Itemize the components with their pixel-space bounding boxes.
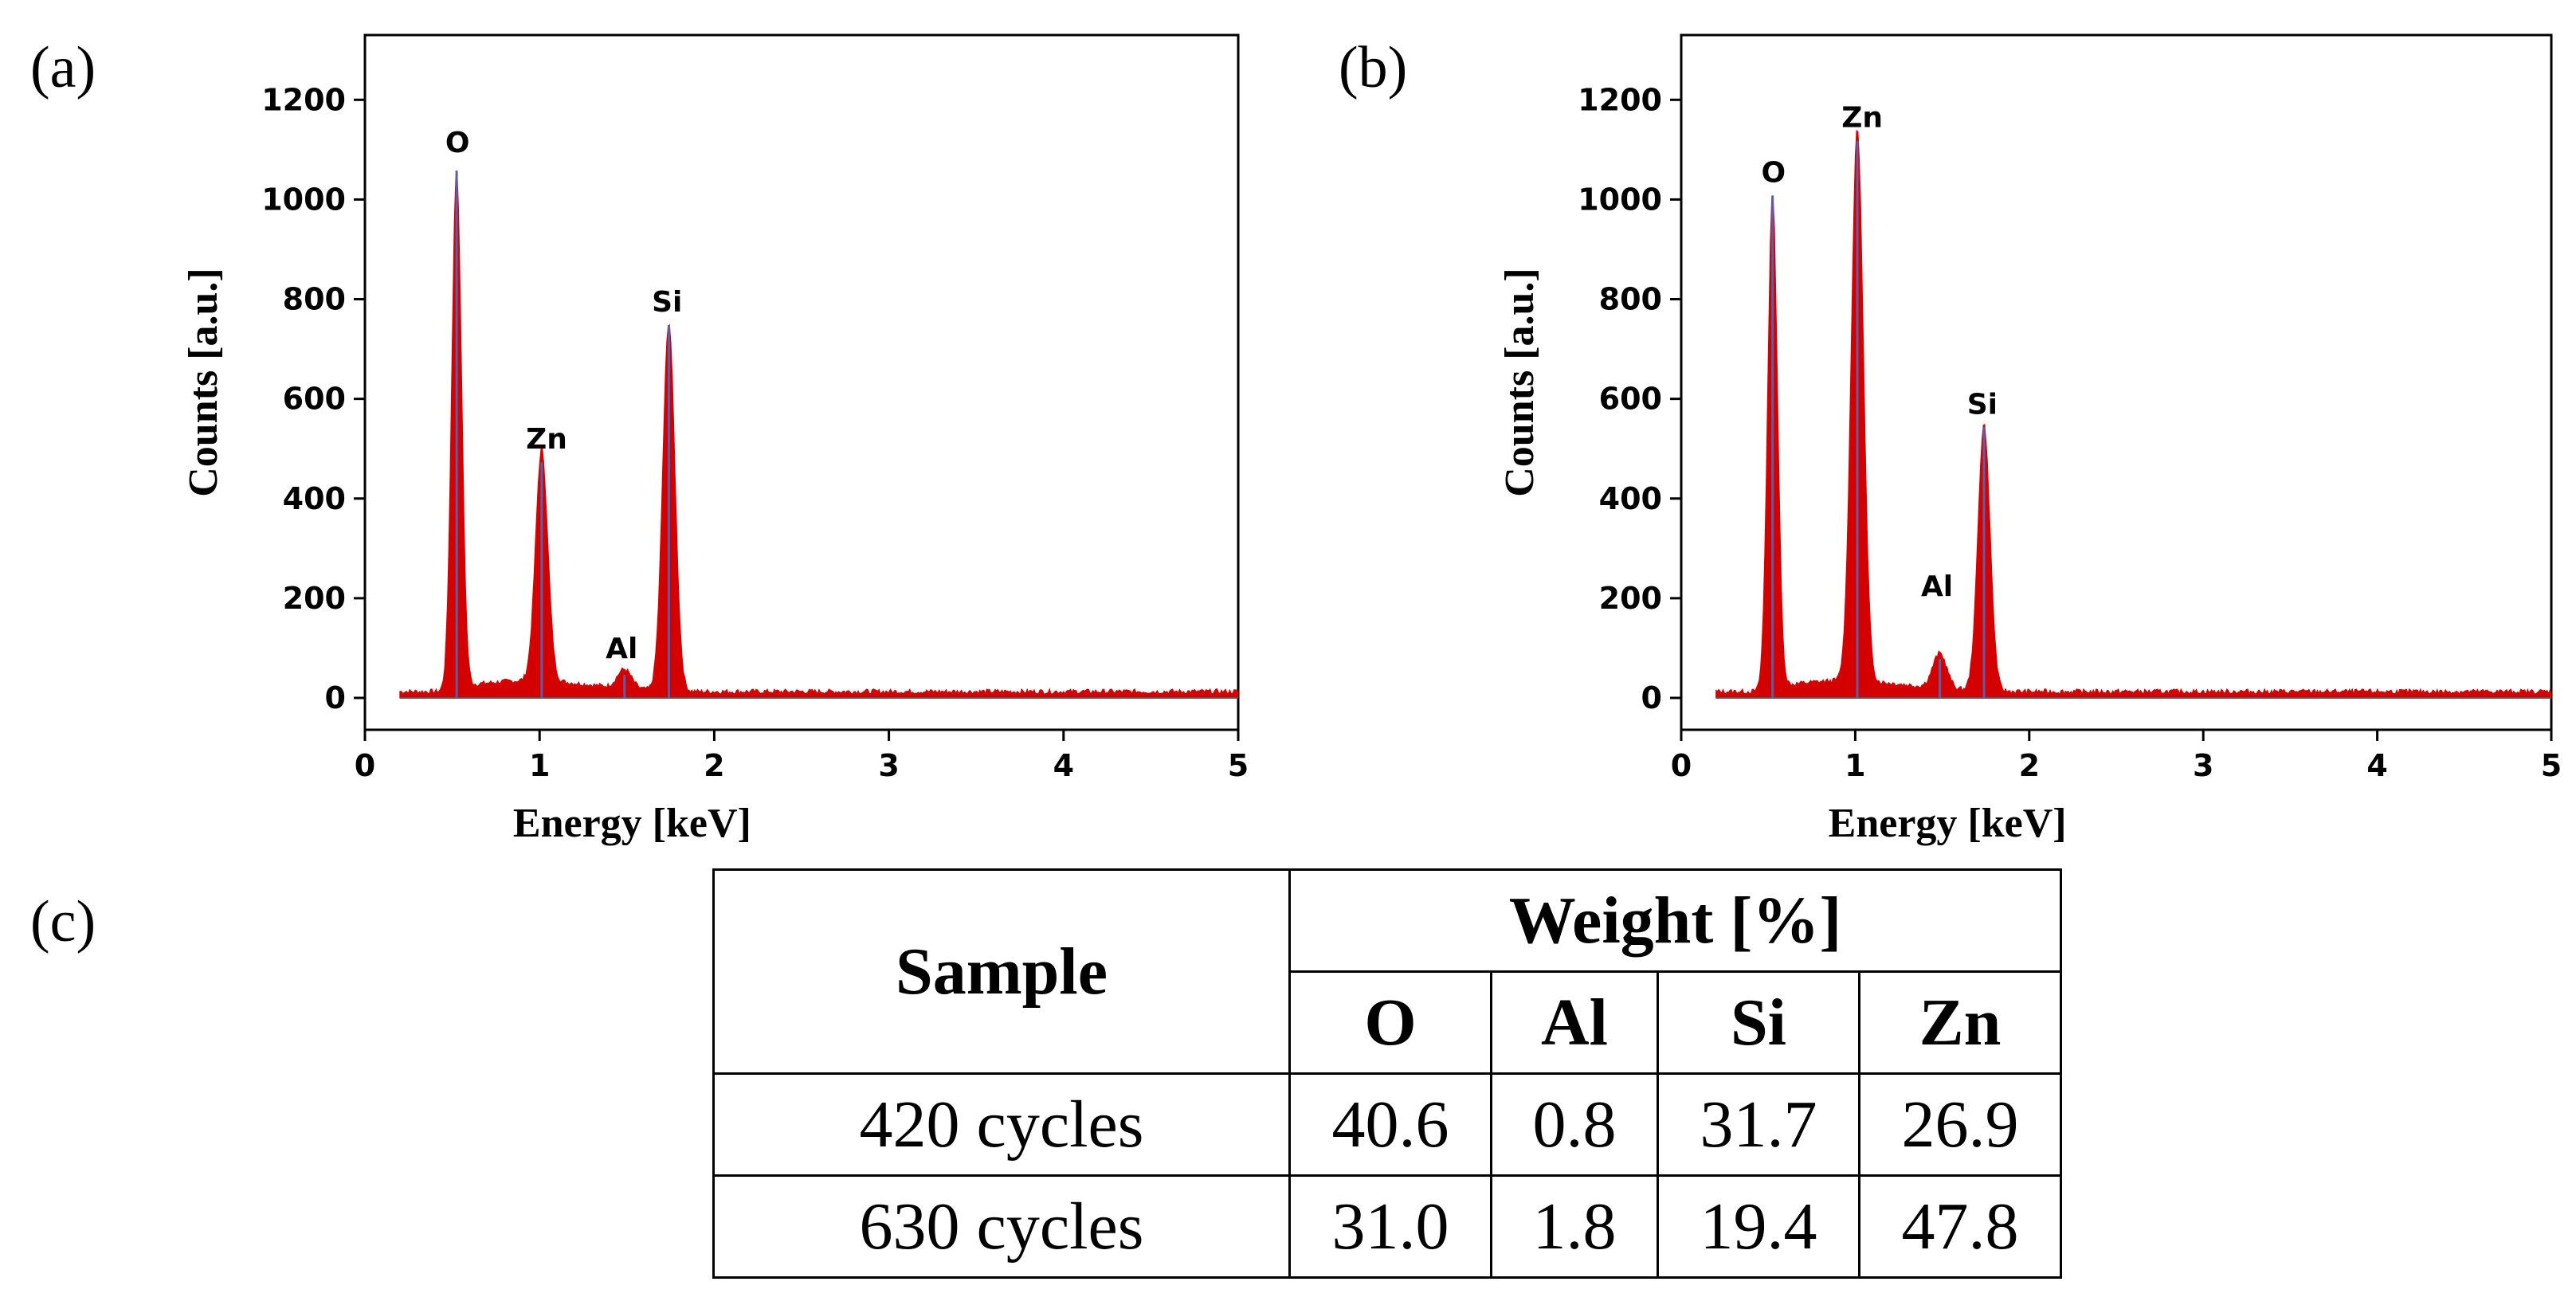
- peak-label-si: Si: [652, 286, 682, 319]
- y-axis-title: Counts [a.u.]: [181, 268, 226, 497]
- value-cell: 0.8: [1490, 1072, 1659, 1177]
- value-cell: 31.0: [1288, 1174, 1492, 1279]
- peak-label-o: O: [1761, 157, 1786, 190]
- y-tick-label: 400: [283, 481, 346, 516]
- element-header-al: Al: [1490, 970, 1659, 1075]
- table-element-row: O Al Si Zn: [714, 970, 2062, 1075]
- x-tick-label: 3: [2193, 748, 2213, 783]
- panel-label-c: (c): [30, 889, 96, 954]
- x-tick-label: 1: [529, 748, 550, 783]
- sample-header: Sample: [712, 868, 1291, 1075]
- x-tick-label: 3: [878, 748, 899, 783]
- y-tick-label: 1000: [1578, 182, 1662, 217]
- element-header-zn: Zn: [1858, 970, 2062, 1075]
- panel-label-a: (a): [30, 35, 96, 100]
- table-header-row: Sample Weight [%]: [712, 868, 2062, 1075]
- y-tick-label: 1200: [261, 82, 346, 117]
- element-header-si: Si: [1657, 970, 1860, 1075]
- x-tick-label: 4: [2366, 748, 2387, 783]
- y-tick-label: 600: [283, 382, 346, 417]
- x-tick-label: 5: [1228, 748, 1249, 783]
- peak-label-al: Al: [606, 633, 637, 665]
- x-axis-title: Energy [keV]: [513, 801, 751, 846]
- table-row: 420 cycles 40.6 0.8 31.7 26.9: [712, 1072, 2062, 1177]
- panel-label-b: (b): [1339, 35, 1408, 100]
- peak-label-zn: Zn: [1841, 102, 1883, 135]
- y-tick-label: 0: [1641, 680, 1662, 715]
- x-tick-label: 1: [1845, 748, 1865, 783]
- x-tick-label: 0: [1671, 748, 1692, 783]
- x-axis-title: Energy [keV]: [1829, 801, 2067, 846]
- y-tick-label: 1200: [1578, 82, 1662, 117]
- peak-label-zn: Zn: [526, 423, 567, 456]
- x-tick-label: 5: [2541, 748, 2562, 783]
- weight-table: Sample Weight [%] O Al Si Zn 420 cycles …: [712, 868, 2062, 1279]
- x-tick-label: 4: [1053, 748, 1074, 783]
- peak-label-al: Al: [1921, 570, 1953, 603]
- value-cell: 1.8: [1490, 1174, 1659, 1279]
- value-cell: 40.6: [1288, 1072, 1492, 1177]
- y-tick-label: 0: [325, 680, 346, 715]
- value-cell: 26.9: [1858, 1072, 2062, 1177]
- spectrum-area: [399, 171, 1239, 699]
- sample-cell: 420 cycles: [712, 1072, 1291, 1177]
- value-cell: 47.8: [1858, 1174, 2062, 1279]
- sample-cell: 630 cycles: [712, 1174, 1291, 1279]
- value-cell: 31.7: [1657, 1072, 1860, 1177]
- spectrum-chart-b: 0 200 400 600 800 1000 1200 0 1 2 3 4 5 Energy [keV] C…: [1497, 33, 2562, 846]
- y-tick-label: 800: [1599, 282, 1662, 317]
- element-header-o: O: [1288, 970, 1492, 1075]
- y-tick-label: 800: [283, 282, 346, 317]
- spectrum-chart-a: 0 200 400 600 800 1000 1200 0 1 2 3 4 5 Energy [keV] C…: [181, 33, 1249, 846]
- peak-label-si: Si: [1967, 388, 1998, 421]
- peak-label-o: O: [445, 127, 470, 159]
- table-row: 630 cycles 31.0 1.8 19.4 47.8: [712, 1174, 2062, 1279]
- y-tick-label: 200: [283, 581, 346, 616]
- plot-frame: [1680, 33, 2553, 731]
- x-tick-label: 0: [355, 748, 375, 783]
- weight-group-header: Weight [%]: [1288, 868, 2062, 973]
- plot-frame: [363, 33, 1240, 731]
- y-tick-label: 600: [1599, 382, 1662, 417]
- y-tick-label: 1000: [261, 182, 346, 217]
- x-tick-label: 2: [2019, 748, 2040, 783]
- y-tick-label: 200: [1599, 581, 1662, 616]
- spectrum-area: [1715, 129, 2552, 699]
- y-axis-title: Counts [a.u.]: [1497, 268, 1543, 497]
- y-tick-label: 400: [1599, 481, 1662, 516]
- value-cell: 19.4: [1657, 1174, 1860, 1279]
- x-tick-label: 2: [704, 748, 724, 783]
